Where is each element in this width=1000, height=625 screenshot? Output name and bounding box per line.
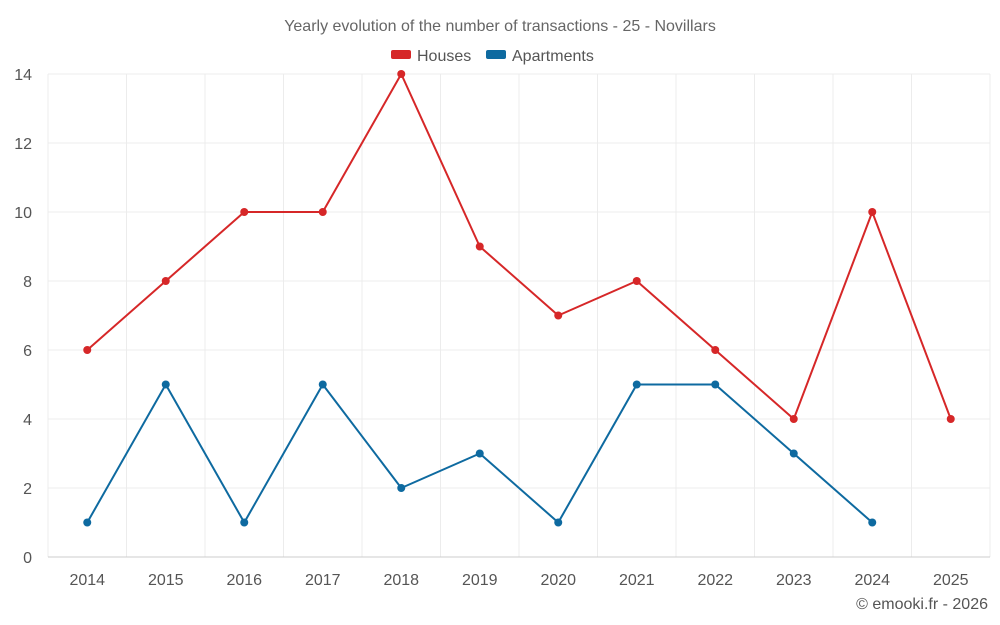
series-houses xyxy=(83,70,955,423)
data-point-apartments-2016[interactable] xyxy=(240,518,249,527)
x-tick-label: 2022 xyxy=(697,572,733,589)
x-tick-label: 2021 xyxy=(619,572,655,589)
series-layer xyxy=(83,70,955,527)
legend-swatch-houses xyxy=(391,50,411,59)
x-tick-label: 2016 xyxy=(226,572,262,589)
y-tick-label: 0 xyxy=(23,550,32,567)
x-tick-label: 2025 xyxy=(933,572,969,589)
x-tick-label: 2019 xyxy=(462,572,498,589)
y-tick-label: 2 xyxy=(23,481,32,498)
data-point-apartments-2024[interactable] xyxy=(868,518,877,527)
legend-label-houses: Houses xyxy=(417,48,471,65)
legend: Houses Apartments xyxy=(391,48,594,65)
chart-title: Yearly evolution of the number of transa… xyxy=(284,18,716,35)
data-point-houses-2022[interactable] xyxy=(711,346,720,354)
legend-swatch-apartments xyxy=(486,50,506,59)
legend-item-houses[interactable]: Houses xyxy=(391,48,471,65)
x-tick-label: 2018 xyxy=(383,572,419,589)
y-tick-label: 6 xyxy=(23,343,32,360)
data-point-houses-2014[interactable] xyxy=(83,346,92,354)
data-point-apartments-2022[interactable] xyxy=(711,380,720,389)
x-tick-label: 2015 xyxy=(148,572,184,589)
data-point-apartments-2020[interactable] xyxy=(554,518,563,527)
data-point-houses-2016[interactable] xyxy=(240,208,249,216)
data-point-apartments-2019[interactable] xyxy=(475,449,484,458)
data-point-houses-2017[interactable] xyxy=(318,208,327,216)
x-tick-label: 2014 xyxy=(69,572,105,589)
y-tick-label: 4 xyxy=(23,412,32,429)
x-tick-label: 2017 xyxy=(305,572,341,589)
x-tick-label: 2020 xyxy=(540,572,576,589)
data-point-houses-2023[interactable] xyxy=(789,415,798,423)
credit-text: © emooki.fr - 2026 xyxy=(856,596,988,613)
data-point-houses-2024[interactable] xyxy=(868,208,877,216)
y-axis-ticks: 0 2 4 6 8 10 12 14 xyxy=(14,67,32,567)
series-line-houses xyxy=(86,73,952,420)
data-point-houses-2021[interactable] xyxy=(632,277,641,285)
y-tick-label: 12 xyxy=(14,136,32,153)
data-point-houses-2018[interactable] xyxy=(397,70,406,78)
data-point-apartments-2015[interactable] xyxy=(161,380,170,389)
data-point-houses-2019[interactable] xyxy=(475,242,484,251)
data-point-apartments-2017[interactable] xyxy=(318,380,327,389)
data-point-houses-2020[interactable] xyxy=(554,311,563,320)
x-tick-label: 2024 xyxy=(854,572,890,589)
y-tick-label: 10 xyxy=(14,205,32,222)
data-point-houses-2015[interactable] xyxy=(161,277,170,285)
data-point-apartments-2021[interactable] xyxy=(632,380,641,389)
data-point-houses-2025[interactable] xyxy=(946,415,955,423)
data-point-apartments-2018[interactable] xyxy=(397,484,406,492)
legend-item-apartments[interactable]: Apartments xyxy=(486,48,594,65)
data-point-apartments-2014[interactable] xyxy=(83,518,92,527)
x-tick-label: 2023 xyxy=(776,572,812,589)
legend-label-apartments: Apartments xyxy=(512,48,594,65)
data-point-apartments-2023[interactable] xyxy=(789,449,798,458)
x-gridlines xyxy=(47,74,991,557)
y-tick-label: 8 xyxy=(23,274,32,291)
y-tick-label: 14 xyxy=(14,67,32,84)
series-apartments xyxy=(83,380,877,527)
x-axis-ticks: 2014 2015 2016 2017 2018 2019 2020 2021 2022 2023… xyxy=(69,572,968,589)
